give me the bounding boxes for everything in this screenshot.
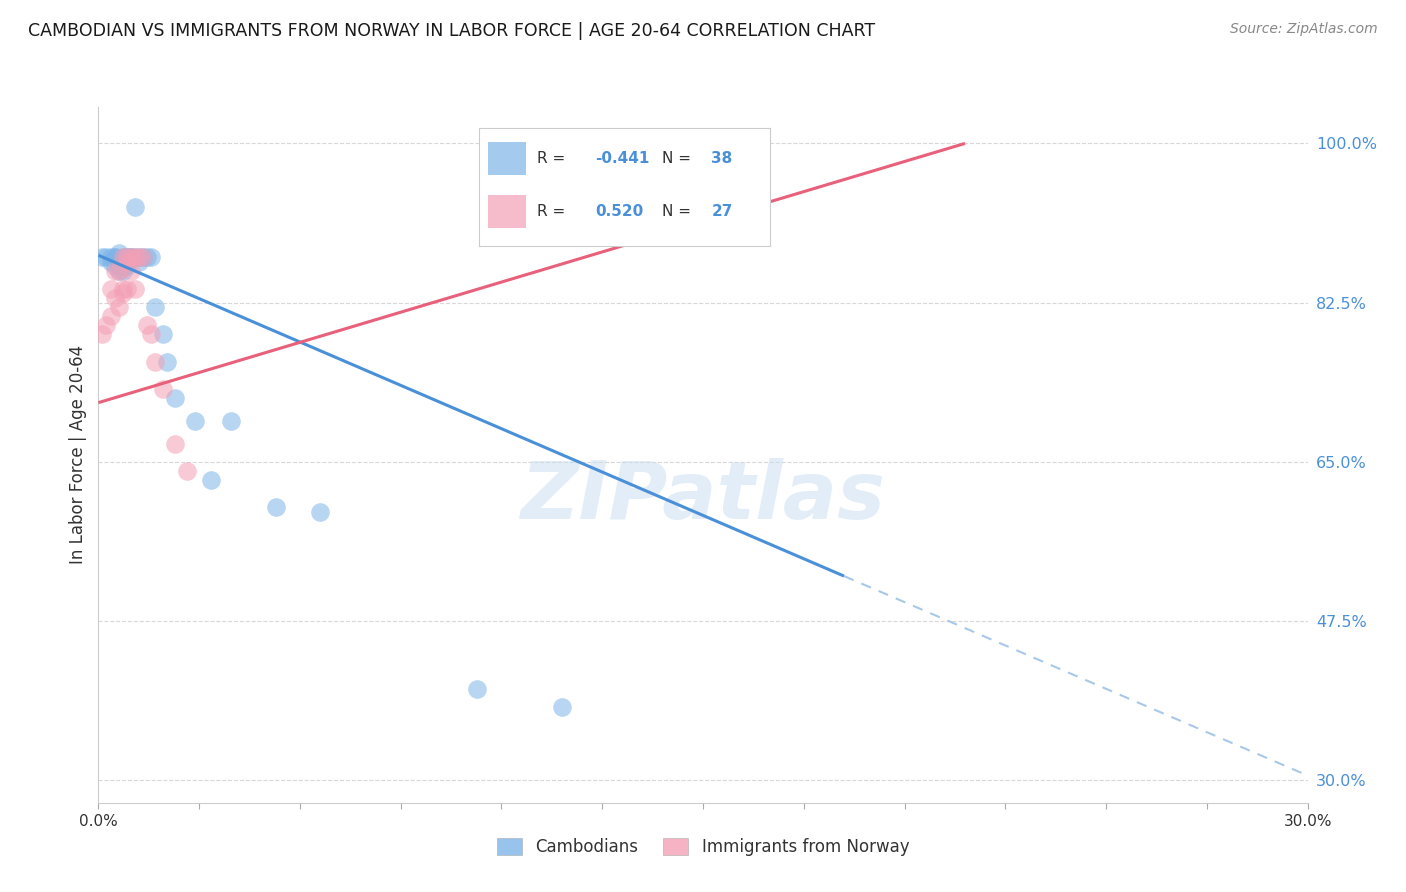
Point bbox=[107, 264, 129, 278]
Point bbox=[115, 250, 138, 264]
Point bbox=[107, 300, 129, 314]
Point bbox=[103, 291, 125, 305]
Point bbox=[96, 318, 118, 333]
Text: R =: R = bbox=[537, 151, 571, 166]
Point bbox=[107, 259, 129, 273]
Text: R =: R = bbox=[537, 204, 571, 219]
Point bbox=[135, 250, 157, 264]
Point bbox=[128, 250, 150, 264]
Point bbox=[111, 250, 134, 264]
Point bbox=[115, 254, 138, 268]
Point bbox=[103, 250, 125, 264]
Text: CAMBODIAN VS IMMIGRANTS FROM NORWAY IN LABOR FORCE | AGE 20-64 CORRELATION CHART: CAMBODIAN VS IMMIGRANTS FROM NORWAY IN L… bbox=[28, 22, 876, 40]
Legend: Cambodians, Immigrants from Norway: Cambodians, Immigrants from Norway bbox=[488, 830, 918, 864]
Point bbox=[115, 250, 138, 264]
Point bbox=[111, 282, 134, 296]
Point bbox=[124, 250, 146, 264]
Text: Source: ZipAtlas.com: Source: ZipAtlas.com bbox=[1230, 22, 1378, 37]
Point bbox=[139, 327, 162, 342]
Point bbox=[651, 141, 673, 155]
Text: N =: N = bbox=[662, 204, 696, 219]
Point bbox=[100, 250, 122, 264]
Point bbox=[111, 286, 134, 301]
Point bbox=[115, 259, 138, 273]
Point bbox=[120, 250, 142, 264]
Point bbox=[107, 254, 129, 268]
Point bbox=[124, 250, 146, 264]
Point bbox=[152, 327, 174, 342]
Point bbox=[120, 250, 142, 264]
Point bbox=[221, 414, 243, 428]
Point bbox=[91, 250, 114, 264]
Point bbox=[100, 254, 122, 268]
Point bbox=[156, 354, 179, 368]
Text: 38: 38 bbox=[711, 151, 733, 166]
Point bbox=[115, 282, 138, 296]
Point bbox=[115, 254, 138, 268]
Point bbox=[96, 250, 118, 264]
Point bbox=[120, 264, 142, 278]
Point bbox=[111, 259, 134, 273]
Point bbox=[128, 250, 150, 264]
Point bbox=[132, 250, 155, 264]
Point bbox=[163, 436, 186, 450]
Point bbox=[120, 250, 142, 264]
Point bbox=[184, 414, 207, 428]
Point bbox=[135, 318, 157, 333]
Text: N =: N = bbox=[662, 151, 696, 166]
Point bbox=[111, 250, 134, 264]
Text: ZIPatlas: ZIPatlas bbox=[520, 458, 886, 536]
Point bbox=[107, 264, 129, 278]
Bar bbox=[488, 195, 526, 228]
Point bbox=[176, 464, 198, 478]
Point bbox=[124, 282, 146, 296]
Point bbox=[163, 391, 186, 405]
Point bbox=[551, 700, 574, 714]
Point bbox=[91, 327, 114, 342]
Point bbox=[111, 264, 134, 278]
Point bbox=[465, 682, 488, 697]
Text: 27: 27 bbox=[711, 204, 733, 219]
Point bbox=[139, 250, 162, 264]
Point bbox=[143, 300, 166, 314]
Text: 0.520: 0.520 bbox=[595, 204, 644, 219]
Point bbox=[128, 254, 150, 268]
Point bbox=[200, 473, 222, 487]
Y-axis label: In Labor Force | Age 20-64: In Labor Force | Age 20-64 bbox=[69, 345, 87, 565]
Point bbox=[124, 200, 146, 214]
Point bbox=[103, 264, 125, 278]
Point bbox=[309, 505, 332, 519]
Bar bbox=[488, 142, 526, 175]
Point bbox=[264, 500, 287, 515]
Point bbox=[103, 250, 125, 264]
Text: -0.441: -0.441 bbox=[595, 151, 650, 166]
Point bbox=[107, 245, 129, 260]
Point bbox=[100, 310, 122, 324]
Point bbox=[100, 282, 122, 296]
Point bbox=[103, 259, 125, 273]
Point bbox=[132, 250, 155, 264]
Point bbox=[143, 354, 166, 368]
Point bbox=[115, 250, 138, 264]
Point bbox=[152, 382, 174, 396]
